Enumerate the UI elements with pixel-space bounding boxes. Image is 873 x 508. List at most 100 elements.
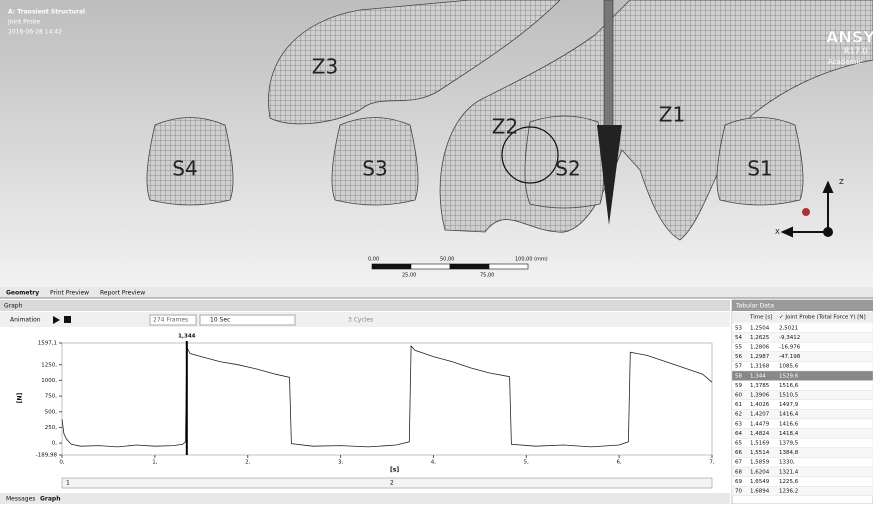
axis-label: X <box>775 228 780 236</box>
table-cell: 68 <box>735 469 742 475</box>
table-cell: 53 <box>735 325 742 331</box>
view-tab[interactable]: Report Preview <box>100 290 145 297</box>
table-cell: 1,6204 <box>750 469 770 475</box>
table-cell: 63 <box>735 421 742 427</box>
region-label: S2 <box>555 157 580 181</box>
table-cell: 1416,6 <box>779 421 799 427</box>
y-tick-label: 250, <box>45 425 57 431</box>
table-cell: 59 <box>735 383 742 389</box>
x-tick-label: 2, <box>245 460 250 466</box>
panel-title: Tabular Data <box>735 303 774 310</box>
table-cell: 1,5514 <box>750 450 770 456</box>
cycles[interactable]: 3 Cycles <box>348 317 373 324</box>
column-header[interactable]: ✓ Joint Probe (Total Force Y) [N] <box>779 315 866 321</box>
table-cell: 65 <box>735 441 742 447</box>
scale-label: 0,00 <box>368 257 379 263</box>
y-axis-label: [N] <box>17 392 24 403</box>
table-cell: 1,5859 <box>750 460 770 466</box>
result-date: 2016-06-28 14:42 <box>8 29 62 36</box>
scale-label: 50,00 <box>440 257 454 263</box>
table-cell: 1,2504 <box>750 325 770 331</box>
table-cell: 66 <box>735 450 742 456</box>
table-cell: 54 <box>735 335 742 341</box>
axis-label: Z <box>839 178 844 186</box>
x-tick-label: 1, <box>152 460 157 466</box>
y-tick-label: 0, <box>52 441 57 447</box>
table-cell: 1,6894 <box>750 489 770 495</box>
x-tick-label: 6, <box>617 460 622 466</box>
table-cell: 1418,4 <box>779 431 799 437</box>
x-tick-label: 3, <box>338 460 343 466</box>
table-cell: 1416,4 <box>779 412 799 418</box>
table-cell: 1379,5 <box>779 441 799 447</box>
region-label: S3 <box>362 157 387 181</box>
table-cell: 60 <box>735 393 742 399</box>
table-cell: 1,4824 <box>750 431 770 437</box>
analysis-title: A: Transient Structural <box>8 9 85 16</box>
table-cell: 1384,8 <box>779 450 799 456</box>
table-cell: 1,4026 <box>750 402 770 408</box>
table-cell: 1225,6 <box>779 479 799 485</box>
table-cell: 61 <box>735 402 742 408</box>
brand: ANSYS <box>826 28 873 47</box>
x-tick-label: 0, <box>59 460 64 466</box>
result-name: Joint Probe <box>7 19 40 26</box>
time-cursor-label: 1,344 <box>178 334 196 340</box>
x-tick-label: 4, <box>431 460 436 466</box>
table-cell: 1236,2 <box>779 489 798 495</box>
region-label: S4 <box>172 157 197 181</box>
animation-label: Animation <box>10 317 41 324</box>
scale-label: 100,00 (mm) <box>515 257 548 263</box>
table-cell: 1497,9 <box>779 402 799 408</box>
x-tick-label: 5, <box>524 460 529 466</box>
table-cell: 1321,4 <box>779 469 799 475</box>
table-cell: 55 <box>735 345 742 351</box>
table-cell: 1085,6 <box>779 364 799 370</box>
region-label: Z1 <box>659 103 685 127</box>
timeline-label: 2 <box>390 480 394 487</box>
edition: Academic <box>828 58 862 66</box>
probe-shaft <box>604 0 613 130</box>
table-cell: 1516,6 <box>779 383 799 389</box>
table-cell: 1330, <box>779 460 795 466</box>
column-header[interactable]: Time [s] <box>749 315 772 321</box>
table-cell: -47,198 <box>779 354 801 360</box>
view-tab[interactable]: Print Preview <box>50 290 89 297</box>
scale-label: 25,00 <box>402 273 416 279</box>
table-cell: 1,3168 <box>750 364 770 370</box>
y-tick-label: 750, <box>45 394 57 400</box>
frames[interactable]: 274 Frames <box>153 317 188 324</box>
region-label: Z2 <box>492 115 518 139</box>
table-cell: 2,5021 <box>779 325 798 331</box>
table-cell: 70 <box>735 489 742 495</box>
table-cell: 1,4207 <box>750 412 770 418</box>
panel-title: Graph <box>4 303 23 310</box>
region-label: Z3 <box>312 55 338 79</box>
plot-area <box>62 343 712 455</box>
view-tab[interactable]: Geometry <box>6 290 39 297</box>
table-cell: 1,3906 <box>750 393 770 399</box>
table-cell: 58 <box>735 373 742 379</box>
bottom-tab[interactable]: Messages <box>6 496 35 503</box>
y-tick-label: 1250, <box>41 362 57 368</box>
bottom-tab-bar <box>0 493 730 504</box>
duration[interactable]: 10 Sec <box>210 317 230 324</box>
y-tick-label: -189,98 <box>36 453 58 459</box>
table-cell: 57 <box>735 364 742 370</box>
table-cell: -16,976 <box>779 345 801 351</box>
version: R17.0 <box>844 47 867 56</box>
x-tick-label: 7, <box>709 460 714 466</box>
table-cell: 64 <box>735 431 742 437</box>
bottom-tab[interactable]: Graph <box>40 496 61 503</box>
table-cell: 1,6549 <box>750 479 770 485</box>
table-cell: 62 <box>735 412 742 418</box>
scale-label: 75,00 <box>480 273 494 279</box>
y-tick-label: 500, <box>45 409 57 415</box>
timeline[interactable] <box>62 478 712 488</box>
y-tick-label: 1597,1 <box>38 341 57 347</box>
region-label: S1 <box>747 157 772 181</box>
stop-button[interactable] <box>64 316 71 323</box>
app-window: A: Transient Structural Joint Probe 2016… <box>0 0 873 504</box>
table-cell: 69 <box>735 479 742 485</box>
table-cell: 1,2806 <box>750 345 770 351</box>
